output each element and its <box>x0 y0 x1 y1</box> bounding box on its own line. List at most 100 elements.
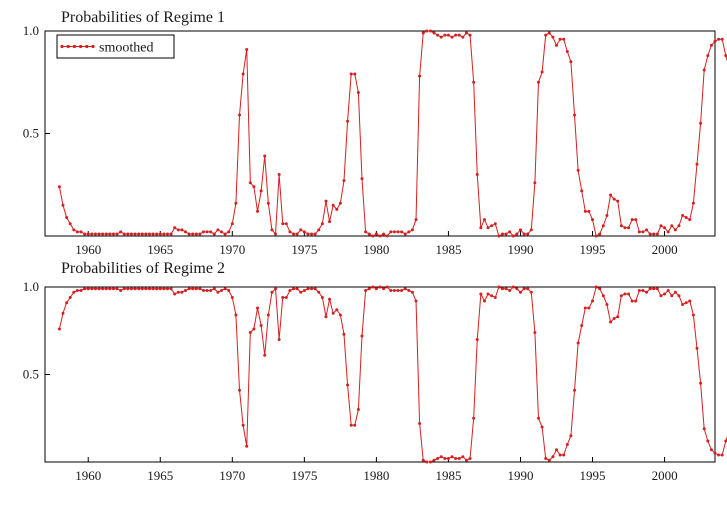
data-point <box>328 220 332 224</box>
data-point <box>666 230 670 234</box>
data-point <box>65 216 69 220</box>
data-point <box>209 289 213 292</box>
data-point <box>385 234 389 238</box>
data-point <box>313 232 317 236</box>
y-tick-label: 0.5 <box>23 126 39 141</box>
data-point <box>266 201 270 205</box>
data-point <box>155 232 159 236</box>
data-point <box>277 338 281 341</box>
data-point <box>140 232 144 236</box>
data-point <box>522 232 526 236</box>
data-point <box>500 287 504 291</box>
data-point <box>645 228 649 232</box>
data-point <box>591 299 595 303</box>
x-tick-label: 1980 <box>363 242 389 257</box>
data-point <box>475 338 479 341</box>
data-point <box>223 287 227 291</box>
data-point <box>201 230 205 234</box>
data-point <box>176 290 180 294</box>
data-point <box>346 119 350 123</box>
data-point <box>414 299 418 303</box>
data-point <box>281 222 285 226</box>
data-point <box>194 232 198 236</box>
data-point <box>371 285 375 289</box>
data-point <box>709 448 713 452</box>
data-point <box>681 214 685 217</box>
data-point <box>421 31 425 35</box>
data-point <box>472 80 476 84</box>
data-point <box>493 222 497 226</box>
data-point <box>220 230 224 234</box>
data-point <box>569 434 573 438</box>
data-point <box>61 203 65 207</box>
data-point <box>418 74 422 78</box>
data-point <box>90 287 94 291</box>
data-point <box>691 313 695 317</box>
data-point <box>540 70 544 74</box>
data-point <box>126 287 130 291</box>
data-point <box>518 290 522 294</box>
data-point <box>234 313 238 317</box>
data-point <box>270 228 274 232</box>
data-point <box>83 287 87 291</box>
data-point <box>529 290 533 294</box>
data-point <box>454 457 458 460</box>
data-point <box>382 232 386 236</box>
data-point <box>706 54 710 58</box>
data-point <box>688 218 692 222</box>
x-tick-label: 1975 <box>291 468 317 483</box>
data-point <box>663 292 667 296</box>
data-point <box>641 230 645 234</box>
data-point <box>565 50 569 53</box>
data-point <box>259 324 263 327</box>
data-point <box>594 285 598 289</box>
data-point <box>432 458 436 462</box>
data-point <box>490 294 494 298</box>
data-point <box>346 383 350 387</box>
data-point <box>591 218 595 222</box>
data-point <box>659 294 663 298</box>
data-point <box>677 224 681 228</box>
data-point <box>583 209 587 213</box>
data-point <box>598 232 602 236</box>
data-point <box>277 173 281 176</box>
data-point <box>86 232 90 236</box>
data-point <box>673 290 677 294</box>
data-point <box>464 31 468 35</box>
data-point <box>292 287 296 291</box>
data-point <box>428 29 432 33</box>
data-point <box>335 308 339 312</box>
data-point <box>587 306 591 310</box>
data-point <box>169 287 173 291</box>
data-point <box>220 289 224 292</box>
data-point <box>97 232 101 236</box>
data-point <box>230 296 234 299</box>
data-point <box>374 287 378 291</box>
data-point <box>713 39 717 43</box>
data-point <box>382 287 386 291</box>
data-point <box>104 287 108 291</box>
data-point <box>609 320 613 324</box>
data-point <box>183 289 187 292</box>
chart-title-regime-1: Probabilities of Regime 1 <box>61 9 225 26</box>
data-point <box>338 201 342 205</box>
data-point <box>605 303 609 306</box>
data-point <box>627 292 631 296</box>
data-point <box>281 296 285 299</box>
data-point <box>238 113 242 117</box>
data-point <box>162 232 166 236</box>
x-tick-label: 1995 <box>580 468 606 483</box>
data-point <box>191 287 195 291</box>
data-point <box>93 287 97 291</box>
data-point <box>533 331 537 334</box>
data-point <box>317 228 321 232</box>
data-point <box>432 31 436 35</box>
data-point <box>446 33 450 37</box>
data-point <box>317 290 321 294</box>
data-point <box>198 287 202 291</box>
x-tick-label: 1985 <box>435 242 461 257</box>
data-point <box>410 228 414 232</box>
data-point <box>551 35 555 39</box>
data-point <box>407 230 411 234</box>
